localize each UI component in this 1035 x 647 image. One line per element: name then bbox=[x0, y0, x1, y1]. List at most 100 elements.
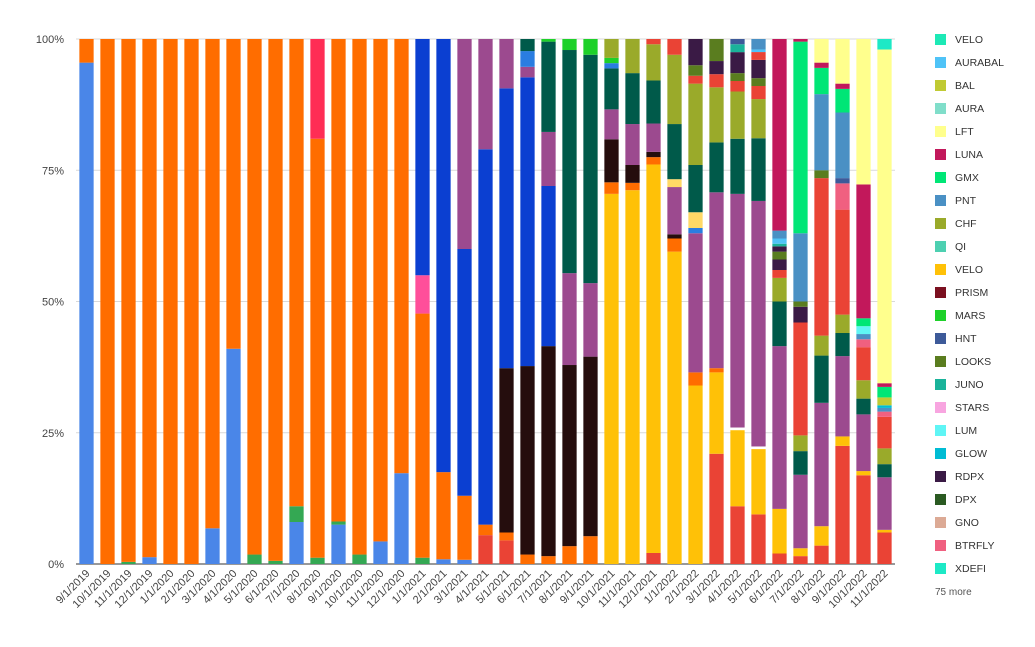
bar-segment bbox=[205, 39, 220, 529]
bar-segment bbox=[877, 448, 892, 465]
legend-item: VELO bbox=[935, 264, 983, 276]
bar-segment bbox=[646, 552, 661, 564]
bar-segment bbox=[772, 243, 787, 247]
bar-segment bbox=[709, 142, 724, 193]
legend-label: GNO bbox=[955, 517, 979, 529]
bar-segment bbox=[814, 526, 829, 546]
bar-segment bbox=[751, 39, 766, 50]
bar-stack bbox=[163, 39, 178, 564]
bar-segment bbox=[709, 453, 724, 564]
bar-segment bbox=[520, 39, 535, 52]
bar-stack bbox=[331, 39, 346, 565]
bar-segment bbox=[814, 402, 829, 527]
bar-segment bbox=[163, 39, 178, 564]
bar-segment bbox=[688, 372, 703, 386]
bar-segment bbox=[667, 234, 682, 239]
bar-segment bbox=[625, 39, 640, 74]
bar-segment bbox=[877, 383, 892, 387]
bar-stack bbox=[541, 39, 556, 565]
bar-segment bbox=[730, 44, 745, 53]
bar-stack bbox=[247, 39, 262, 564]
bar-segment bbox=[478, 535, 493, 565]
bar-stack bbox=[100, 39, 115, 564]
bar-segment bbox=[604, 57, 619, 64]
bar-segment bbox=[289, 522, 304, 564]
bar-segment bbox=[646, 39, 661, 45]
bar-segment bbox=[793, 556, 808, 565]
legend-item: AURABAL bbox=[935, 57, 1004, 69]
bar-segment bbox=[709, 192, 724, 369]
legend-label: GLOW bbox=[955, 448, 987, 460]
legend-item: QI bbox=[935, 241, 966, 253]
bar-segment bbox=[79, 62, 94, 565]
bar-stack bbox=[625, 39, 640, 564]
bar-segment bbox=[625, 165, 640, 183]
bar-stack bbox=[814, 39, 829, 565]
bar-segment bbox=[247, 554, 262, 564]
bar-segment bbox=[604, 68, 619, 110]
legend-item: PNT bbox=[935, 195, 977, 207]
bar-segment bbox=[625, 182, 640, 191]
bar-segment bbox=[541, 556, 556, 565]
bar-segment bbox=[478, 524, 493, 536]
bar-segment bbox=[520, 366, 535, 555]
bar-segment bbox=[856, 398, 871, 415]
bar-segment bbox=[226, 39, 241, 349]
bar-segment bbox=[457, 249, 472, 496]
bar-segment bbox=[856, 475, 871, 564]
bar-segment bbox=[688, 75, 703, 84]
bar-segment bbox=[751, 59, 766, 79]
bar-segment bbox=[730, 73, 745, 82]
legend-label: BAL bbox=[955, 80, 975, 92]
bar-segment bbox=[142, 39, 157, 558]
legend-swatch bbox=[935, 356, 946, 367]
bar-segment bbox=[814, 355, 829, 403]
bar-segment bbox=[814, 62, 829, 68]
bar-segment bbox=[814, 67, 829, 95]
legend-item: BAL bbox=[935, 80, 975, 92]
legend-swatch bbox=[935, 425, 946, 436]
bar-stack bbox=[352, 39, 367, 564]
bar-segment bbox=[667, 179, 682, 188]
legend-label: AURABAL bbox=[955, 57, 1004, 69]
bar-segment bbox=[772, 553, 787, 564]
bar-segment bbox=[751, 514, 766, 564]
bar-segment bbox=[520, 77, 535, 367]
bar-stack bbox=[793, 39, 808, 565]
bar-segment bbox=[730, 506, 745, 564]
bar-segment bbox=[646, 157, 661, 165]
bar-segment bbox=[625, 124, 640, 165]
y-tick-label: 25% bbox=[42, 428, 64, 440]
legend-more[interactable]: 75 more bbox=[935, 587, 972, 598]
legend-label: PNT bbox=[955, 195, 977, 207]
bar-stack bbox=[184, 39, 199, 564]
bar-segment bbox=[310, 138, 325, 558]
bar-stack bbox=[436, 39, 451, 564]
bar-segment bbox=[856, 414, 871, 472]
bar-segment bbox=[856, 326, 871, 335]
legend-swatch bbox=[935, 80, 946, 91]
bar-stack bbox=[499, 39, 514, 565]
legend-swatch bbox=[935, 57, 946, 68]
bar-segment bbox=[457, 495, 472, 560]
bar-segment bbox=[520, 66, 535, 78]
bar-segment bbox=[772, 270, 787, 278]
bar-segment bbox=[646, 164, 661, 553]
legend-swatch bbox=[935, 241, 946, 252]
legend-item: PRISM bbox=[935, 287, 988, 299]
bar-segment bbox=[835, 314, 850, 334]
bar-segment bbox=[415, 313, 430, 558]
bar-segment bbox=[793, 41, 808, 234]
bar-segment bbox=[373, 39, 388, 542]
bar-segment bbox=[289, 506, 304, 522]
bar-segment bbox=[835, 178, 850, 184]
bar-segment bbox=[646, 44, 661, 81]
legend-swatch bbox=[935, 402, 946, 413]
bar-segment bbox=[310, 557, 325, 564]
y-axis-labels: 0% 25% 50% 75% 100% bbox=[36, 34, 64, 571]
bar-segment bbox=[562, 546, 577, 564]
bar-segment bbox=[835, 436, 850, 446]
bars bbox=[79, 39, 892, 565]
bar-segment bbox=[373, 541, 388, 564]
